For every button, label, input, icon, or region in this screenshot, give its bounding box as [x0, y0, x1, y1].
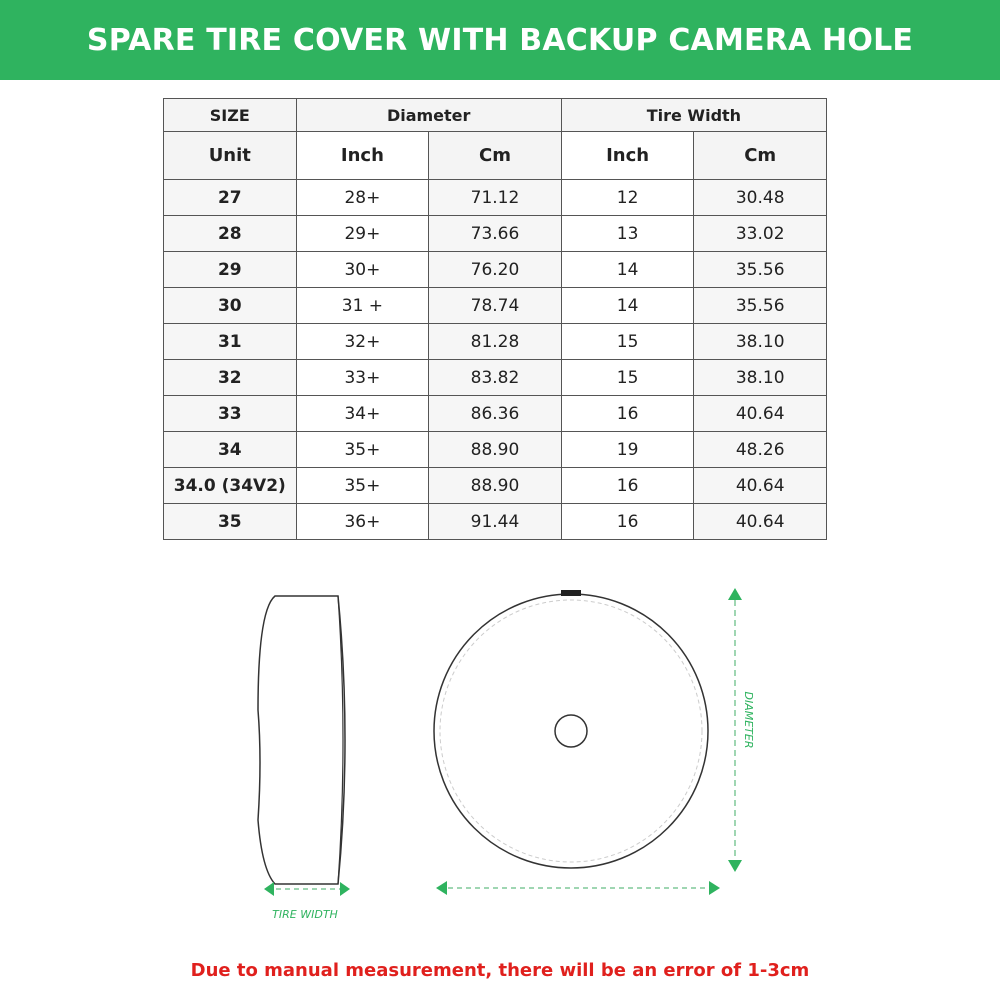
cell-width-inch: 19	[560, 431, 695, 468]
cell-diameter-cm: 78.74	[428, 287, 562, 324]
tag-marker	[561, 590, 581, 596]
cell-size: 27	[163, 179, 297, 216]
cell-diameter-inch: 34+	[295, 395, 430, 432]
cell-width-inch: 16	[560, 503, 695, 540]
side-view-tire	[257, 595, 346, 885]
cell-size: 31	[163, 323, 297, 360]
cell-size: 34	[163, 431, 297, 468]
cell-diameter-inch: 31 +	[295, 287, 430, 324]
cell-width-cm: 38.10	[693, 359, 827, 396]
diameter-width-arrow	[436, 881, 720, 895]
cell-diameter-inch: 36+	[295, 503, 430, 540]
table-row: 31 32+ 81.28 15 38.10	[163, 323, 827, 360]
cell-width-inch: 14	[560, 251, 695, 288]
header-diameter-cm: Cm	[428, 131, 562, 180]
table-row: 34.0 (34V2) 35+ 88.90 16 40.64	[163, 467, 827, 504]
cell-size: 28	[163, 215, 297, 252]
table-row: 32 33+ 83.82 15 38.10	[163, 359, 827, 396]
cell-size: 34.0 (34V2)	[163, 467, 297, 504]
tire-width-arrow	[264, 882, 350, 896]
cell-diameter-inch: 28+	[295, 179, 430, 216]
cell-width-cm: 35.56	[693, 287, 827, 324]
cell-diameter-inch: 32+	[295, 323, 430, 360]
tire-diagram: TIRE WIDTH DIAMETER	[257, 588, 755, 921]
size-table: SIZE Diameter Tire Width Unit Inch Cm In…	[163, 98, 828, 540]
camera-hole	[554, 714, 588, 748]
table-row: 33 34+ 86.36 16 40.64	[163, 395, 827, 432]
cell-width-inch: 16	[560, 395, 695, 432]
title-banner: SPARE TIRE COVER WITH BACKUP CAMERA HOLE	[0, 0, 1000, 80]
cell-diameter-cm: 73.66	[428, 215, 562, 252]
cell-diameter-cm: 88.90	[428, 431, 562, 468]
cell-size: 33	[163, 395, 297, 432]
header-tire-width: Tire Width	[560, 98, 828, 132]
cell-diameter-inch: 35+	[295, 467, 430, 504]
cell-width-cm: 48.26	[693, 431, 827, 468]
cell-width-inch: 14	[560, 287, 695, 324]
header-diameter: Diameter	[295, 98, 562, 132]
page-title: SPARE TIRE COVER WITH BACKUP CAMERA HOLE	[86, 22, 914, 58]
cell-diameter-inch: 29+	[295, 215, 430, 252]
cell-width-inch: 16	[560, 467, 695, 504]
measurement-note: Due to manual measurement, there will be…	[190, 960, 810, 981]
cell-width-cm: 40.64	[693, 503, 827, 540]
cell-diameter-cm: 86.36	[428, 395, 562, 432]
cell-diameter-cm: 91.44	[428, 503, 562, 540]
cell-diameter-inch: 35+	[295, 431, 430, 468]
cell-diameter-inch: 30+	[295, 251, 430, 288]
table-row: 30 31 +78.74 14 35.56	[163, 287, 827, 324]
cell-width-cm: 33.02	[693, 215, 827, 252]
cell-width-inch: 15	[560, 359, 695, 396]
table-row: 27 28+ 71.12 12 30.48	[163, 179, 827, 216]
table-row: 28 29+ 73.66 13 33.02	[163, 215, 827, 252]
header-width-cm: Cm	[693, 131, 827, 180]
front-view-tire	[433, 590, 709, 869]
diameter-label: DIAMETER	[742, 692, 755, 749]
cell-width-inch: 12	[560, 179, 695, 216]
table-row: 29 30+ 76.20 14 35.56	[163, 251, 827, 288]
cell-width-cm: 38.10	[693, 323, 827, 360]
cell-width-cm: 40.64	[693, 467, 827, 504]
header-width-inch: Inch	[560, 131, 695, 180]
cell-size: 32	[163, 359, 297, 396]
cell-size: 29	[163, 251, 297, 288]
header-size: SIZE	[163, 98, 297, 132]
cell-diameter-cm: 83.82	[428, 359, 562, 396]
cell-diameter-inch: 33+	[295, 359, 430, 396]
diameter-arrow	[728, 588, 742, 872]
cell-width-inch: 13	[560, 215, 695, 252]
cell-diameter-cm: 71.12	[428, 179, 562, 216]
header-diameter-inch: Inch	[295, 131, 430, 180]
cell-size: 30	[163, 287, 297, 324]
cell-width-cm: 35.56	[693, 251, 827, 288]
cell-diameter-cm: 81.28	[428, 323, 562, 360]
cell-diameter-cm: 88.90	[428, 467, 562, 504]
table-row: 35 36+ 91.44 16 40.64	[163, 503, 827, 540]
cell-width-cm: 30.48	[693, 179, 827, 216]
cell-width-inch: 15	[560, 323, 695, 360]
cell-width-cm: 40.64	[693, 395, 827, 432]
header-unit: Unit	[163, 131, 297, 180]
table-row: 34 35+ 88.90 19 48.26	[163, 431, 827, 468]
tire-width-label: TIRE WIDTH	[272, 908, 338, 921]
cell-diameter-cm: 76.20	[428, 251, 562, 288]
cell-size: 35	[163, 503, 297, 540]
